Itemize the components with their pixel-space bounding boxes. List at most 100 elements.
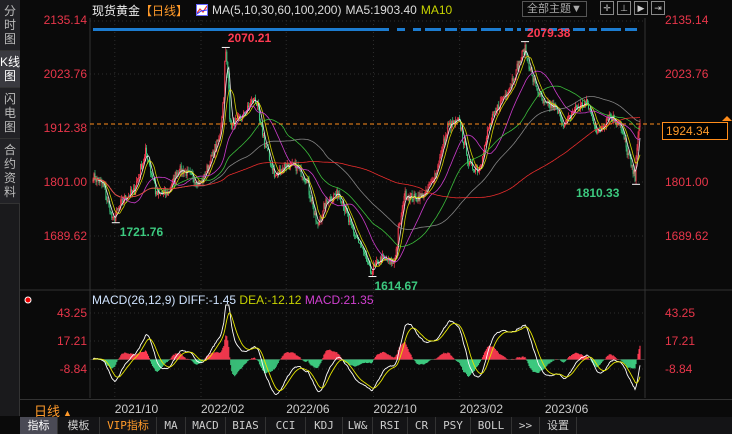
candle bbox=[92, 180, 94, 182]
tab-indicators[interactable]: 指标 bbox=[20, 417, 58, 434]
candle bbox=[151, 175, 153, 179]
candle bbox=[230, 118, 232, 123]
event-marker bbox=[593, 28, 597, 31]
candle bbox=[273, 168, 275, 177]
sidebar-item-timeshare[interactable]: 分时图 bbox=[0, 0, 20, 51]
event-marker bbox=[309, 28, 313, 31]
event-marker bbox=[221, 28, 225, 31]
event-marker bbox=[189, 28, 193, 31]
candle bbox=[494, 111, 496, 112]
candle bbox=[368, 263, 370, 266]
event-marker bbox=[369, 28, 373, 31]
candle bbox=[235, 118, 237, 127]
ma-chart-icon[interactable] bbox=[196, 4, 209, 16]
candle bbox=[458, 117, 460, 120]
tab-cci[interactable]: CCI bbox=[266, 417, 306, 434]
candle bbox=[563, 124, 565, 128]
candle bbox=[599, 129, 601, 132]
candle bbox=[214, 143, 216, 158]
candle bbox=[510, 87, 512, 89]
candle bbox=[99, 179, 101, 183]
event-marker bbox=[101, 28, 105, 31]
candle bbox=[208, 165, 210, 171]
candle bbox=[352, 224, 354, 228]
candle bbox=[144, 156, 146, 163]
tab-templates[interactable]: 模板 bbox=[58, 417, 100, 434]
sidebar-item-contract-info[interactable]: 合约资料 bbox=[0, 139, 20, 204]
tab-macd[interactable]: MACD bbox=[186, 417, 226, 434]
jump-end-icon[interactable]: ⇥ bbox=[651, 1, 665, 15]
chart-header: 现货黄金 【日线】 MA(5,10,30,60,100,200) MA5:190… bbox=[92, 2, 452, 18]
event-marker bbox=[141, 28, 145, 31]
kline-chart[interactable] bbox=[0, 0, 732, 400]
candle bbox=[582, 102, 584, 107]
period-selector[interactable]: 日线 ▲ bbox=[34, 401, 72, 420]
event-marker bbox=[577, 28, 581, 31]
candle bbox=[95, 179, 97, 183]
date-axis: 日线 ▲ 2021/10 2022/02 2022/06 2022/10 2023… bbox=[20, 399, 732, 420]
candle bbox=[443, 138, 445, 148]
tab-psy[interactable]: PSY bbox=[436, 417, 471, 434]
event-marker bbox=[417, 28, 421, 31]
candle bbox=[96, 178, 98, 183]
candle bbox=[101, 181, 103, 185]
event-marker bbox=[329, 28, 333, 31]
candle bbox=[124, 195, 126, 201]
candle bbox=[493, 111, 495, 115]
candle bbox=[305, 181, 307, 183]
current-price-label: 1924.34 bbox=[662, 122, 728, 140]
sidebar-item-kline[interactable]: K线图 bbox=[0, 51, 20, 88]
candle bbox=[344, 210, 346, 212]
zoom-fit-icon[interactable]: ⊥ bbox=[617, 1, 631, 15]
candle bbox=[253, 98, 255, 103]
tab-vip-indicators[interactable]: VIP指标 bbox=[100, 417, 157, 434]
tab-more[interactable]: >> bbox=[512, 417, 540, 434]
macd-tick-right: 17.21 bbox=[665, 334, 696, 348]
candle bbox=[427, 187, 429, 192]
indicator-status-icon[interactable] bbox=[24, 296, 32, 304]
candle bbox=[168, 191, 170, 192]
candle bbox=[622, 131, 624, 134]
play-icon[interactable]: ▶ bbox=[634, 1, 648, 15]
event-marker bbox=[181, 28, 185, 31]
event-marker bbox=[157, 28, 161, 31]
candle bbox=[229, 88, 231, 119]
macd-diff-line bbox=[92, 304, 641, 395]
tab-cr[interactable]: CR bbox=[408, 417, 436, 434]
candle bbox=[156, 191, 158, 196]
event-marker bbox=[505, 28, 509, 31]
candle bbox=[190, 172, 192, 174]
event-marker bbox=[517, 28, 521, 31]
ma-line-ma100 bbox=[92, 96, 641, 230]
candle bbox=[515, 69, 517, 79]
tab-kdj[interactable]: KDJ bbox=[306, 417, 343, 434]
sidebar-item-flash[interactable]: 闪电图 bbox=[0, 88, 20, 139]
candle bbox=[117, 208, 119, 210]
candle bbox=[94, 173, 96, 180]
candle bbox=[128, 195, 130, 198]
candle bbox=[170, 185, 172, 188]
candle bbox=[157, 191, 159, 196]
candle bbox=[398, 223, 400, 228]
candle bbox=[120, 200, 122, 208]
tab-lw[interactable]: LW& bbox=[343, 417, 373, 434]
candle bbox=[436, 170, 438, 176]
candle bbox=[223, 97, 225, 104]
tab-boll[interactable]: BOLL bbox=[471, 417, 512, 434]
candle bbox=[464, 140, 466, 145]
period-label: 【日线】 bbox=[140, 3, 189, 18]
candle bbox=[319, 219, 321, 223]
candle bbox=[500, 99, 502, 101]
tab-bias[interactable]: BIAS bbox=[226, 417, 266, 434]
tab-ma[interactable]: MA bbox=[157, 417, 186, 434]
event-marker bbox=[433, 28, 437, 31]
theme-dropdown[interactable]: 全部主题▼ bbox=[522, 1, 587, 17]
tab-settings[interactable]: 设置 bbox=[540, 417, 577, 434]
candle bbox=[345, 207, 347, 212]
tab-rsi[interactable]: RSI bbox=[373, 417, 408, 434]
candle bbox=[411, 193, 413, 200]
candle bbox=[224, 61, 226, 98]
candle bbox=[261, 125, 263, 136]
candle bbox=[372, 263, 374, 272]
crosshair-icon[interactable]: ✛ bbox=[600, 1, 614, 15]
